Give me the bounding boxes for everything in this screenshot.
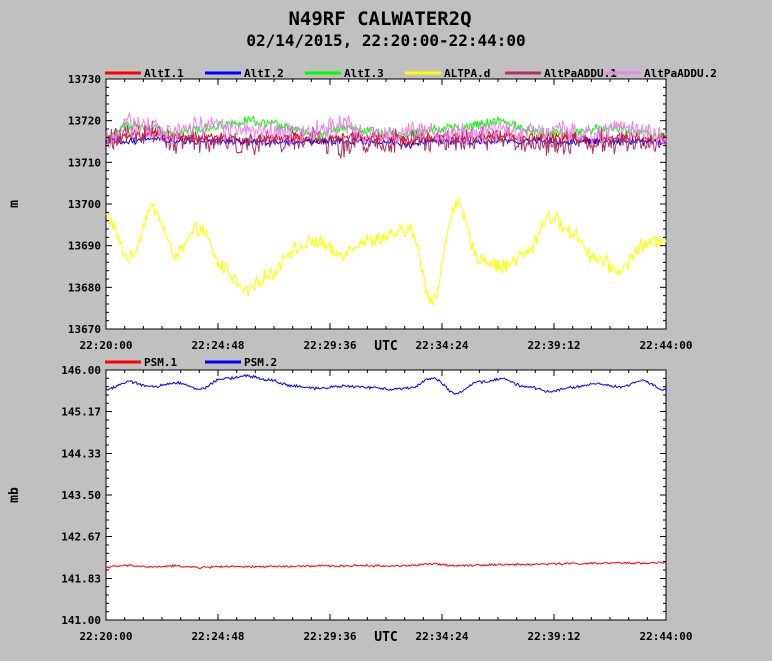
y-tick-label: 13690: [68, 240, 101, 253]
legend-item-altpaaddu-1: AltPaADDU.1: [505, 67, 617, 80]
series-line-psm-1: [105, 560, 667, 569]
legend-item-psm-1: PSM.1: [105, 356, 177, 369]
x-tick-label: 22:39:12: [528, 339, 581, 352]
series-lines: [105, 111, 667, 306]
series-lines: [105, 373, 667, 569]
legend-label: ALTPA.d: [444, 67, 490, 80]
legend-item-alti-1: AltI.1: [105, 67, 184, 80]
y-tick-label: 13720: [68, 115, 101, 128]
legend-item-alti-2: AltI.2: [205, 67, 284, 80]
legend-label: AltI.2: [244, 67, 284, 80]
y-tick-label: 146.00: [61, 364, 101, 377]
legend: AltI.1 AltI.2 AltI.3 ALTPA.d AltPaADDU.1 AltP…: [105, 67, 717, 80]
x-tick-label: 22:39:12: [528, 630, 581, 643]
series-line-psm-2: [105, 373, 667, 395]
x-tick-label: 22:44:00: [640, 630, 693, 643]
legend-item-altpa-d: ALTPA.d: [405, 67, 490, 80]
x-tick-label: 22:24:48: [192, 630, 245, 643]
x-tick-label: 22:29:36: [304, 339, 357, 352]
x-axis-label: UTC: [374, 630, 397, 645]
legend-label: AltI.3: [344, 67, 384, 80]
y-tick-label: 13670: [68, 323, 101, 336]
legend-label: AltPaADDU.2: [644, 67, 717, 80]
plot-area: [105, 78, 667, 330]
x-axis-label: UTC: [374, 339, 397, 354]
x-tick-label: 22:29:36: [304, 630, 357, 643]
y-axis-label: m: [7, 200, 22, 208]
legend-label: PSM.1: [144, 356, 177, 369]
legend-label: PSM.2: [244, 356, 277, 369]
y-tick-label: 144.33: [61, 448, 101, 461]
y-tick-label: 143.50: [61, 489, 101, 502]
legend: PSM.1 PSM.2: [105, 356, 277, 369]
y-tick-label: 13710: [68, 156, 101, 169]
legend-label: AltPaADDU.1: [544, 67, 617, 80]
legend-item-alti-3: AltI.3: [305, 67, 384, 80]
x-tick-label: 22:20:00: [80, 630, 133, 643]
y-tick-label: 145.17: [61, 406, 101, 419]
legend-label: AltI.1: [144, 67, 184, 80]
legend-item-altpaaddu-2: AltPaADDU.2: [605, 67, 717, 80]
y-tick-label: 13680: [68, 281, 101, 294]
series-line-altpaaddu-1: [105, 120, 667, 159]
pressure-panel: 146.00 145.17 144.33 143.50 142.67 141.83 141.…: [7, 356, 692, 645]
series-line-altpaaddu-2: [105, 111, 667, 149]
y-axis-label: mb: [7, 487, 22, 503]
series-line-altpa-d: [105, 197, 667, 306]
y-tick-label: 13730: [68, 73, 101, 86]
plot-area: [105, 369, 667, 621]
chart-subtitle: 02/14/2015, 22:20:00-22:44:00: [246, 31, 525, 50]
x-tick-label: 22:24:48: [192, 339, 245, 352]
altitude-panel: 13730 13720 13710 13700 13690 13680 13670 22:20…: [7, 67, 717, 354]
y-tick-label: 142.67: [61, 531, 101, 544]
y-tick-label: 141.00: [61, 614, 101, 627]
x-tick-label: 22:44:00: [640, 339, 693, 352]
legend-item-psm-2: PSM.2: [205, 356, 277, 369]
y-tick-label: 141.83: [61, 573, 101, 586]
x-tick-label: 22:34:24: [416, 339, 469, 352]
x-tick-label: 22:34:24: [416, 630, 469, 643]
x-tick-label: 22:20:00: [80, 339, 133, 352]
chart-title: N49RF CALWATER2Q: [288, 8, 471, 30]
y-tick-label: 13700: [68, 198, 101, 211]
